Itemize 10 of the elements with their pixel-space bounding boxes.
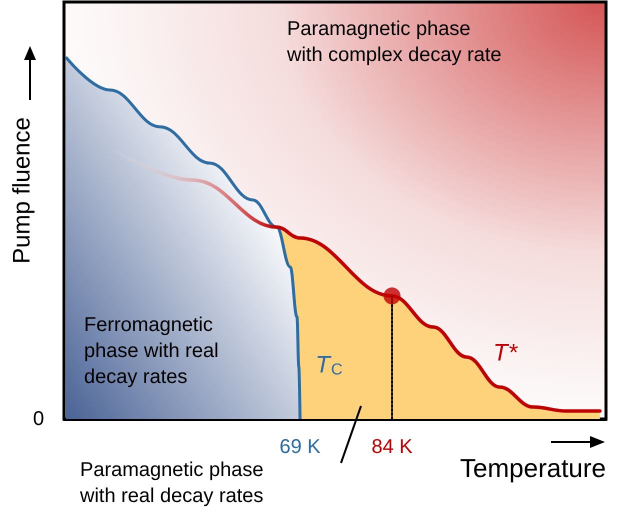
text: 0 xyxy=(33,408,44,430)
annotation: Paramagnetic phase with complex decay rate xyxy=(286,18,502,66)
text: Paramagnetic phase with real decay rates xyxy=(79,459,264,507)
annotation: Ferromagnetic phase with real decay rates xyxy=(84,314,219,388)
series-label: T* xyxy=(493,340,518,367)
series-label: TC xyxy=(315,352,343,379)
x-tick-label: 69 K xyxy=(279,436,322,458)
x-tick-label: 84 K xyxy=(371,436,414,458)
x-axis-title: Temperature xyxy=(460,453,606,483)
y-axis-title: Pump fluence xyxy=(8,117,36,264)
